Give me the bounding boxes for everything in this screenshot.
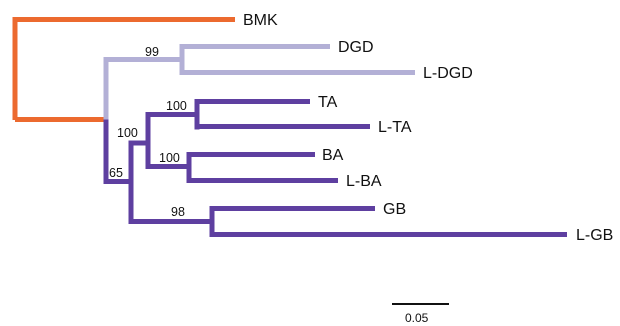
tip-label-gb: GB	[383, 201, 406, 218]
bootstrap-ba-node: 100	[159, 151, 180, 165]
bootstrap-dgd-node: 99	[145, 45, 159, 59]
dgd-clade-branches	[103, 44, 415, 120]
tip-label-ta: TA	[318, 94, 338, 111]
tip-label-ba: BA	[322, 147, 344, 164]
scale-bar-label: 0.05	[405, 311, 429, 325]
main-clade-branches	[103, 99, 567, 237]
bootstrap-gb-node: 98	[171, 205, 185, 219]
tip-label-l-ba: L-BA	[346, 173, 382, 190]
bootstrap-ta-ba-node: 100	[117, 126, 138, 140]
tip-label-l-ta: L-TA	[378, 119, 412, 136]
outgroup-branches	[12, 17, 235, 122]
tip-label-dgd: DGD	[338, 39, 374, 56]
tip-label-l-gb: L-GB	[576, 227, 613, 244]
tip-label-l-dgd: L-DGD	[423, 65, 473, 82]
bootstrap-main-node: 65	[109, 166, 123, 180]
tip-label-bmk: BMK	[243, 12, 278, 29]
bootstrap-ta-node: 100	[166, 99, 187, 113]
